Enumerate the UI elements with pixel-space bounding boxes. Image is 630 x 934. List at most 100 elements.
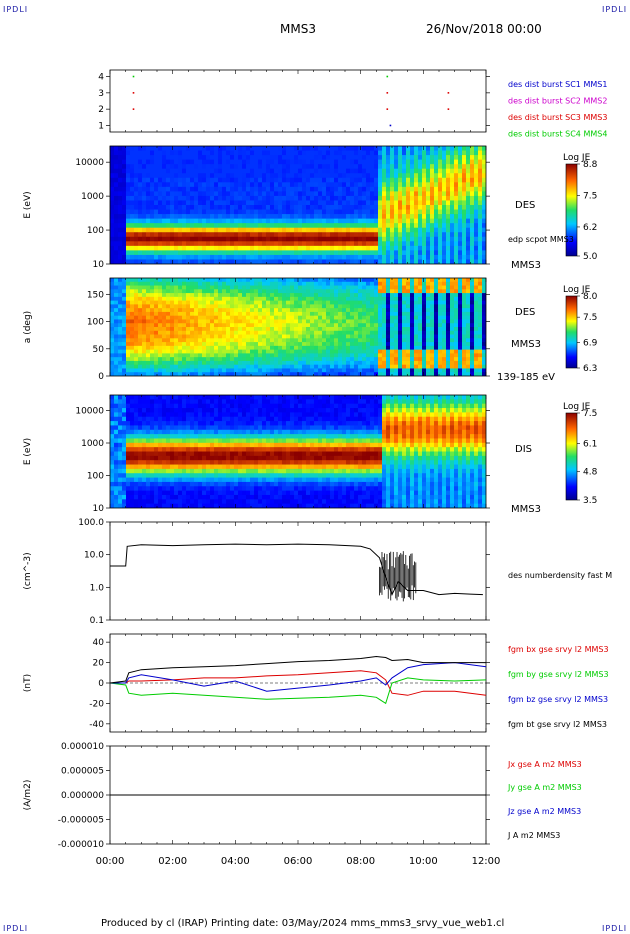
des-spectrogram-cell bbox=[254, 214, 259, 220]
pa-spectrogram-cell bbox=[138, 368, 143, 373]
des-spectrogram-cell bbox=[454, 182, 459, 188]
des-spectrogram-cell bbox=[474, 218, 479, 224]
des-spectrogram-cell bbox=[218, 205, 223, 211]
des-spectrogram-cell bbox=[462, 236, 467, 242]
des-spectrogram-cell bbox=[402, 254, 407, 261]
pa-spectrogram-cell bbox=[154, 319, 159, 324]
des-spectrogram-cell bbox=[182, 214, 187, 220]
des-spectrogram-cell bbox=[482, 254, 486, 261]
des-spectrogram-cell bbox=[386, 168, 391, 174]
pa-spectrogram-cell bbox=[158, 289, 163, 294]
des-spectrogram-cell bbox=[410, 200, 415, 206]
des-spectrogram-cell bbox=[186, 205, 191, 211]
des-spectrogram-cell bbox=[250, 218, 255, 224]
des-spectrogram-cell bbox=[214, 168, 219, 174]
pa-spectrogram-cell bbox=[130, 281, 135, 287]
pa-spectrogram-cell bbox=[142, 360, 147, 366]
des-spectrogram-cell bbox=[406, 214, 411, 220]
pa-spectrogram-cell bbox=[338, 315, 343, 321]
des-spectrogram-cell bbox=[246, 241, 251, 247]
pa-spectrogram-cell bbox=[282, 289, 287, 294]
des-spectrogram-cell bbox=[442, 177, 447, 183]
pa-spectrogram-cell bbox=[474, 278, 479, 283]
des-spectrogram-cell bbox=[114, 200, 119, 206]
pa-spectrogram-cell bbox=[386, 315, 391, 321]
pa-spectrogram-cell bbox=[466, 330, 471, 336]
pa-spectrogram-cell bbox=[338, 293, 343, 298]
des-spectrogram-cell bbox=[406, 200, 411, 206]
pa-spectrogram-cell bbox=[470, 323, 475, 328]
des-spectrogram-cell bbox=[218, 155, 223, 161]
des-spectrogram-cell bbox=[378, 150, 383, 156]
des-spectrogram-cell bbox=[366, 186, 371, 192]
pa-spectrogram-cell bbox=[378, 308, 383, 313]
des-spectrogram-cell bbox=[390, 254, 395, 261]
pa-spectrogram-cell bbox=[458, 300, 463, 305]
pa-spectrogram-cell bbox=[426, 357, 431, 362]
pa-spectrogram-cell bbox=[358, 364, 363, 370]
des-spectrogram-cell bbox=[430, 155, 435, 161]
des-spectrogram-cell bbox=[134, 241, 139, 247]
pa-spectrogram-cell bbox=[114, 293, 119, 298]
des-spectrogram-cell bbox=[370, 245, 375, 251]
des-spectrogram-cell bbox=[194, 195, 199, 202]
pa-spectrogram-cell bbox=[450, 323, 455, 328]
pa-spectrogram-cell bbox=[218, 304, 223, 309]
pa-spectrogram-cell bbox=[394, 357, 399, 362]
des-spectrogram-cell bbox=[114, 205, 119, 211]
pa-spectrogram-cell bbox=[314, 289, 319, 294]
des-spectrogram-cell bbox=[130, 254, 135, 261]
des-spectrogram-cell bbox=[462, 200, 467, 206]
pa-spectrogram-cell bbox=[306, 281, 311, 287]
pa-spectrogram-cell bbox=[374, 338, 379, 343]
pa-spectrogram-cell bbox=[442, 281, 447, 287]
pa-spectrogram-cell bbox=[234, 364, 239, 370]
pa-spectrogram-cell bbox=[270, 338, 275, 343]
des-spectrogram-cell bbox=[246, 182, 251, 188]
des-spectrogram-cell bbox=[286, 205, 291, 211]
pa-spectrogram-cell bbox=[442, 315, 447, 321]
pa-spectrogram-cell bbox=[274, 281, 279, 287]
des-spectrogram-cell bbox=[430, 177, 435, 183]
pa-spectrogram-cell bbox=[346, 315, 351, 321]
des-spectrogram-cell bbox=[206, 245, 211, 251]
pa-spectrogram-cell bbox=[306, 368, 311, 373]
pa-spectrogram-cell bbox=[330, 319, 335, 324]
des-spectrogram-cell bbox=[198, 236, 203, 242]
des-spectrogram-cell bbox=[134, 182, 139, 188]
pa-spectrogram-cell bbox=[358, 319, 363, 324]
des-spectrogram-cell bbox=[414, 159, 419, 165]
pa-spectrogram-cell bbox=[286, 360, 291, 366]
pa-spectrogram-cell bbox=[214, 319, 219, 324]
pa-spectrogram-cell bbox=[462, 323, 467, 328]
pa-spectrogram-cell bbox=[394, 308, 399, 313]
des-spectrogram-cell bbox=[322, 245, 327, 251]
pa-spectrogram-cell bbox=[182, 342, 187, 347]
pa-spectrogram-cell bbox=[146, 278, 151, 283]
des-spectrogram-cell bbox=[406, 254, 411, 261]
pa-spectrogram-cell bbox=[294, 368, 299, 373]
pa-spectrogram-cell bbox=[378, 345, 383, 351]
des-spectrogram-cell bbox=[310, 191, 315, 197]
des-spectrogram-cell bbox=[114, 195, 119, 202]
des-spectrogram-cell bbox=[414, 209, 419, 215]
pa-spectrogram-cell bbox=[354, 308, 359, 313]
des-spectrogram-cell bbox=[322, 155, 327, 161]
pa-spectrogram-cell bbox=[454, 285, 459, 290]
pa-spectrogram-cell bbox=[454, 330, 459, 336]
pa-spectrogram-cell bbox=[222, 368, 227, 373]
des-spectrogram-cell bbox=[290, 182, 295, 188]
pa-spectrogram-cell bbox=[382, 323, 387, 328]
pa-spectrogram-cell bbox=[230, 357, 235, 362]
des-spectrogram-cell bbox=[302, 150, 307, 156]
des-spectrogram-cell bbox=[154, 186, 159, 192]
des-spectrogram-cell bbox=[182, 155, 187, 161]
des-spectrogram-cell bbox=[454, 250, 459, 256]
pa-spectrogram-cell bbox=[326, 345, 331, 351]
des-spectrogram-cell bbox=[326, 195, 331, 202]
des-spectrogram-cell bbox=[138, 223, 143, 229]
des-spectrogram-cell bbox=[178, 241, 183, 247]
des-spectrogram-cell bbox=[138, 218, 143, 224]
des-spectrogram-cell bbox=[462, 214, 467, 220]
pa-spectrogram-cell bbox=[202, 278, 207, 283]
